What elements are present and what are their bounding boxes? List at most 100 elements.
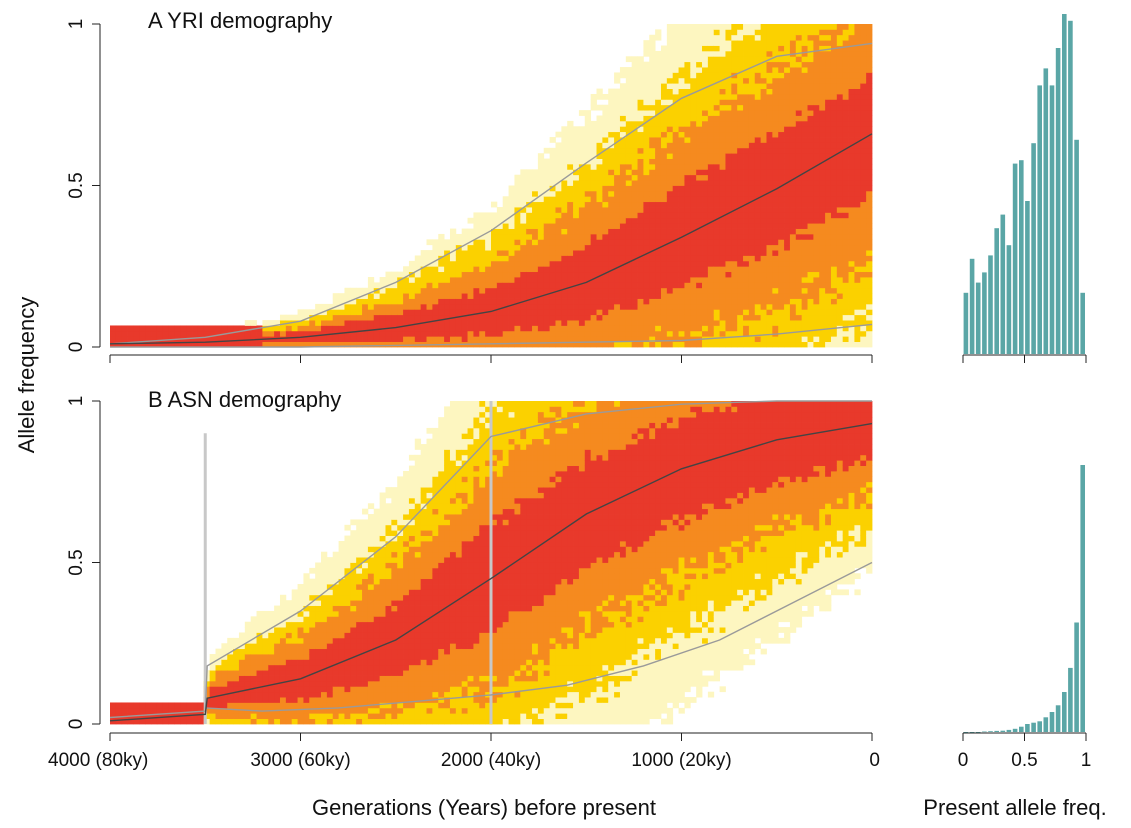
heatmap-cell [854, 56, 861, 63]
heatmap-cell [356, 637, 363, 644]
heatmap-cell [426, 287, 433, 294]
heatmap-cell [414, 309, 422, 316]
heatmap-cell [807, 174, 814, 181]
heatmap-cell [367, 546, 375, 553]
heatmap-cell [854, 104, 861, 111]
heatmap-cell [866, 196, 873, 203]
heatmap-cell [860, 293, 867, 299]
heatmap-cell [391, 282, 398, 289]
heatmap-cell [315, 325, 322, 332]
heatmap-cell [743, 314, 750, 321]
heatmap-cell [502, 196, 509, 203]
heatmap-cell [836, 137, 844, 143]
heatmap-cell [660, 196, 668, 203]
heatmap-cell [830, 314, 838, 321]
heatmap-cell [614, 207, 621, 213]
heatmap-cell [819, 34, 826, 41]
heatmap-cell [502, 298, 509, 305]
heatmap-cell [526, 325, 533, 332]
heatmap-cell [842, 110, 849, 116]
heatmap-cell [696, 266, 703, 273]
heatmap-cell [444, 287, 451, 294]
heatmap-cell [766, 303, 773, 310]
heatmap-cell [707, 341, 715, 348]
heatmap-cell [496, 223, 504, 229]
heatmap-cell [590, 223, 597, 229]
heatmap-cell [209, 341, 216, 348]
heatmap-cell [725, 29, 732, 36]
heatmap-cell [754, 110, 762, 116]
heatmap-cell [432, 293, 439, 299]
heatmap-cell [637, 153, 644, 159]
heatmap-cell [268, 675, 275, 682]
heatmap-cell [449, 260, 457, 267]
heatmap-cell [672, 24, 679, 30]
heatmap-cell [625, 72, 633, 79]
heatmap-cell [807, 61, 814, 68]
heatmap-cell [555, 298, 562, 305]
heatmap-cell [860, 169, 867, 176]
heatmap-cell [262, 648, 269, 655]
heatmap-cell [713, 110, 720, 116]
heatmap-cell [350, 648, 357, 655]
heatmap-cell [707, 190, 715, 197]
heatmap-cell [215, 670, 222, 676]
heatmap-cell [866, 320, 873, 326]
heatmap-cell [326, 637, 334, 644]
heatmap-cell [332, 675, 339, 682]
heatmap-cell [672, 298, 679, 305]
heatmap-cell [637, 99, 644, 106]
heatmap-cell [848, 83, 855, 89]
heatmap-cell [731, 99, 738, 106]
heatmap-cell [760, 207, 767, 213]
heatmap-cell [356, 616, 363, 623]
heatmap-cell [866, 223, 873, 229]
heatmap-cell [561, 201, 568, 208]
heatmap-cell [145, 341, 152, 348]
heatmap-cell [537, 169, 545, 176]
heatmap-cell [491, 255, 498, 262]
heatmap-cell [262, 702, 269, 709]
heatmap-cell [532, 330, 539, 337]
heatmap-cell [819, 147, 826, 154]
heatmap-cell [414, 303, 422, 310]
heatmap-cell [807, 72, 814, 79]
heatmap-cell [649, 223, 656, 229]
heatmap-cell [549, 169, 556, 176]
heatmap-cell [110, 325, 117, 332]
heatmap-cell [350, 341, 357, 348]
heatmap-cell [649, 61, 656, 68]
heatmap-cell [825, 212, 832, 219]
heatmap-cell [748, 142, 756, 149]
heatmap-cell [690, 233, 697, 240]
heatmap-cell [696, 104, 703, 111]
heatmap-cell [473, 330, 480, 337]
heatmap-cell [684, 83, 691, 89]
heatmap-cell [860, 287, 867, 294]
heatmap-cell [778, 228, 785, 235]
heatmap-cell [702, 158, 709, 165]
heatmap-cell [696, 239, 703, 246]
heatmap-cell [584, 244, 592, 251]
heatmap-cell [743, 228, 750, 235]
heatmap-cell [426, 314, 433, 321]
heatmap-cell [819, 56, 826, 63]
heatmap-cell [543, 228, 551, 235]
heatmap-cell [373, 341, 381, 348]
heatmap-cell [860, 45, 867, 52]
heatmap-cell [350, 330, 357, 337]
heatmap-cell [702, 137, 709, 143]
heatmap-cell [655, 158, 662, 165]
heatmap-cell [807, 88, 814, 95]
heatmap-cell [309, 594, 316, 601]
heatmap-cell [403, 314, 410, 321]
heatmap-cell [754, 303, 762, 310]
heatmap-cell [784, 61, 791, 68]
heatmap-cell [655, 180, 662, 186]
heatmap-cell [860, 67, 867, 73]
heatmap-cell [719, 29, 726, 36]
heatmap-cell [602, 260, 609, 267]
heatmap-cell [784, 126, 791, 133]
heatmap-cell [866, 110, 873, 116]
heatmap-cell [725, 104, 732, 111]
